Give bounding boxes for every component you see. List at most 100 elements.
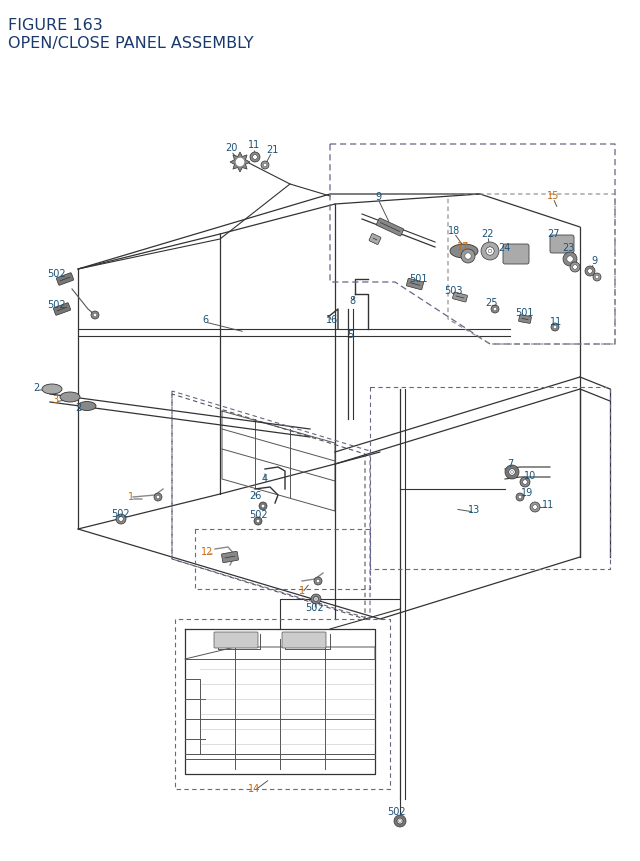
FancyBboxPatch shape (503, 245, 529, 264)
Text: 1: 1 (299, 585, 305, 595)
Circle shape (116, 514, 126, 524)
FancyBboxPatch shape (214, 632, 258, 648)
Text: 6: 6 (202, 314, 208, 325)
Text: FIGURE 163: FIGURE 163 (8, 18, 103, 33)
Text: 25: 25 (486, 298, 499, 307)
Text: 502: 502 (249, 510, 268, 519)
FancyBboxPatch shape (452, 293, 467, 302)
Text: 27: 27 (547, 229, 559, 238)
Circle shape (585, 267, 595, 276)
Ellipse shape (450, 245, 478, 258)
Circle shape (314, 597, 319, 602)
Circle shape (154, 493, 162, 501)
Text: 24: 24 (498, 243, 510, 253)
Circle shape (253, 156, 257, 160)
Circle shape (263, 164, 267, 168)
Text: 9: 9 (375, 192, 381, 201)
Circle shape (563, 253, 577, 267)
Circle shape (530, 503, 540, 512)
Circle shape (314, 578, 322, 585)
Text: 23: 23 (562, 243, 574, 253)
FancyBboxPatch shape (56, 274, 74, 286)
Text: 12: 12 (201, 547, 213, 556)
Ellipse shape (78, 402, 96, 411)
Text: 19: 19 (521, 487, 533, 498)
Text: 18: 18 (448, 226, 460, 236)
Ellipse shape (42, 385, 62, 394)
Circle shape (236, 159, 244, 166)
Circle shape (314, 597, 318, 602)
Circle shape (567, 257, 573, 263)
Circle shape (399, 820, 401, 822)
Circle shape (553, 325, 557, 330)
Text: 3: 3 (52, 394, 58, 405)
Circle shape (250, 152, 260, 163)
Text: 26: 26 (249, 491, 261, 500)
Circle shape (261, 505, 265, 508)
Polygon shape (230, 152, 250, 173)
Circle shape (316, 579, 320, 583)
Text: 502: 502 (48, 300, 67, 310)
Circle shape (315, 598, 317, 600)
Circle shape (486, 248, 494, 256)
Text: 11: 11 (550, 317, 562, 326)
Circle shape (532, 505, 537, 510)
Circle shape (254, 517, 262, 525)
Circle shape (397, 818, 403, 824)
Circle shape (509, 469, 515, 475)
Circle shape (259, 503, 267, 511)
Text: 502: 502 (48, 269, 67, 279)
Circle shape (461, 250, 475, 263)
Circle shape (486, 248, 494, 256)
Text: 17: 17 (457, 242, 469, 251)
Circle shape (397, 818, 403, 824)
Text: OPEN/CLOSE PANEL ASSEMBLY: OPEN/CLOSE PANEL ASSEMBLY (8, 36, 253, 51)
Circle shape (551, 324, 559, 331)
Text: 7: 7 (507, 458, 513, 468)
Circle shape (523, 480, 527, 485)
Text: 4: 4 (262, 474, 268, 483)
Text: 503: 503 (444, 286, 462, 295)
Text: 5: 5 (347, 330, 353, 339)
Text: 2: 2 (33, 382, 39, 393)
Circle shape (156, 496, 160, 499)
Text: 1: 1 (128, 492, 134, 501)
FancyBboxPatch shape (376, 219, 404, 237)
Text: 501: 501 (515, 307, 533, 318)
Circle shape (93, 314, 97, 318)
Circle shape (481, 243, 499, 261)
Text: 9: 9 (591, 256, 597, 266)
Text: 8: 8 (349, 295, 355, 306)
Text: 13: 13 (468, 505, 480, 514)
Text: 501: 501 (409, 274, 428, 283)
Circle shape (394, 815, 406, 827)
Circle shape (573, 265, 577, 270)
Circle shape (511, 471, 513, 474)
FancyBboxPatch shape (282, 632, 326, 648)
FancyBboxPatch shape (518, 315, 531, 324)
Circle shape (570, 263, 580, 273)
Text: 16: 16 (326, 314, 338, 325)
Text: 502: 502 (112, 508, 131, 518)
Circle shape (311, 594, 321, 604)
Circle shape (493, 308, 497, 312)
FancyBboxPatch shape (221, 552, 239, 563)
Ellipse shape (60, 393, 80, 403)
FancyBboxPatch shape (406, 279, 424, 290)
Circle shape (593, 274, 601, 282)
Circle shape (588, 269, 592, 274)
Circle shape (595, 276, 599, 280)
Text: 22: 22 (482, 229, 494, 238)
Circle shape (256, 519, 260, 523)
Circle shape (488, 250, 492, 253)
Text: 11: 11 (248, 139, 260, 150)
Circle shape (505, 466, 519, 480)
Text: 10: 10 (524, 470, 536, 480)
Text: 14: 14 (248, 784, 260, 793)
Text: 20: 20 (225, 143, 237, 152)
Circle shape (465, 253, 471, 260)
Text: 15: 15 (547, 191, 559, 201)
Circle shape (261, 162, 269, 170)
FancyBboxPatch shape (550, 236, 574, 254)
Circle shape (509, 469, 515, 475)
